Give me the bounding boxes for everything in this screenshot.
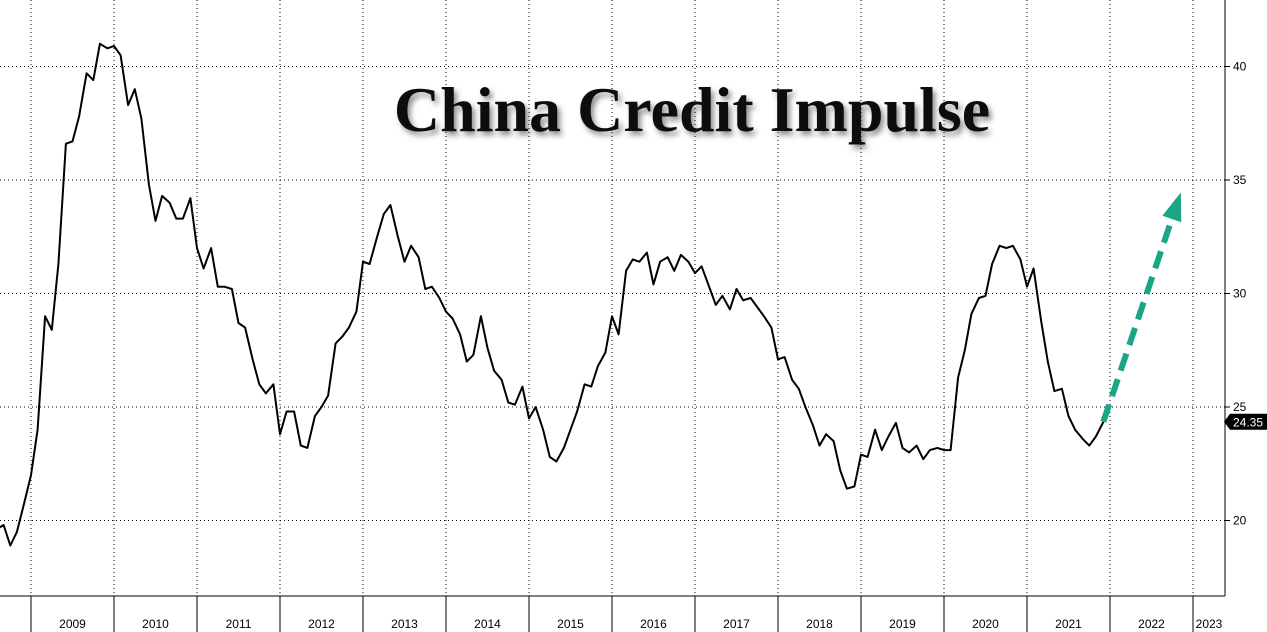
last-value-layer: 24.35	[1224, 413, 1267, 430]
y-tick-label: 40	[1233, 60, 1247, 74]
x-tick-label: 2012	[308, 617, 335, 631]
y-tick-label: 30	[1233, 287, 1247, 301]
y-tick-label: 25	[1233, 400, 1247, 414]
chart-title: China Credit Impulse	[394, 74, 990, 145]
x-tick-label: 2013	[391, 617, 418, 631]
y-tick-label: 20	[1233, 514, 1247, 528]
x-tick-label: 2009	[59, 617, 86, 631]
projection-arrow-layer	[1100, 192, 1182, 423]
x-tick-label: 2017	[723, 617, 750, 631]
projection-arrow	[1100, 197, 1182, 423]
x-tick-label: 2020	[972, 617, 999, 631]
last-value-box	[1230, 413, 1267, 430]
credit-impulse-line	[0, 42, 1105, 547]
projection-arrowhead	[1162, 192, 1182, 223]
last-value-pointer	[1224, 413, 1230, 430]
x-tick-label: 2011	[226, 617, 252, 631]
grid-lines	[0, 0, 1225, 596]
x-tick-label: 2021	[1055, 617, 1082, 631]
x-tick-label: 2023	[1196, 617, 1223, 631]
x-tick-label: 2014	[474, 617, 501, 631]
last-value-label: 24.35	[1233, 415, 1263, 429]
y-tick-label: 35	[1233, 173, 1247, 187]
x-tick-label: 2018	[806, 617, 833, 631]
x-tick-label: 2016	[640, 617, 667, 631]
x-tick-label: 2022	[1138, 617, 1165, 631]
x-tick-label: 2015	[557, 617, 584, 631]
series-layer	[0, 42, 1105, 547]
x-tick-label: 2010	[142, 617, 169, 631]
x-tick-label: 2019	[889, 617, 916, 631]
